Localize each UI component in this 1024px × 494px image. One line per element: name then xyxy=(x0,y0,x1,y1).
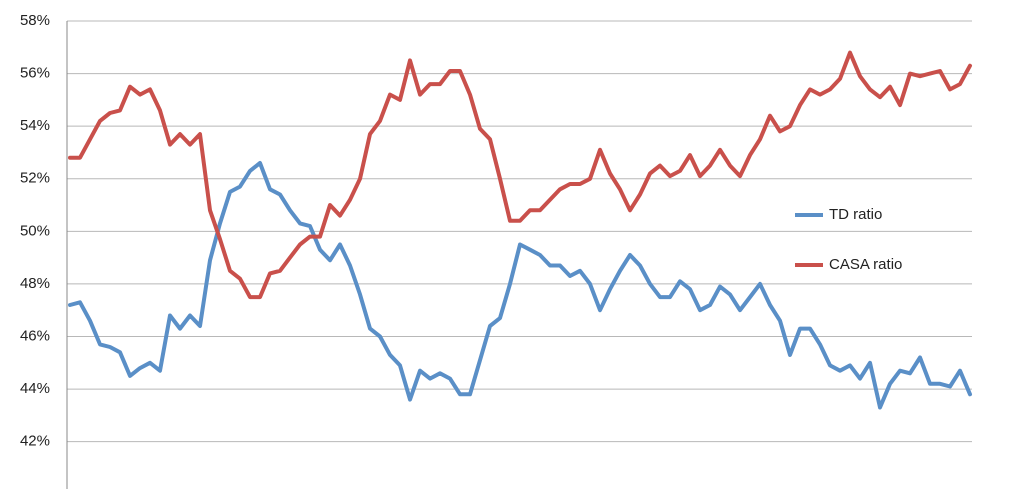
y-tick-label: 44% xyxy=(20,380,50,397)
y-tick-label: 56% xyxy=(20,65,50,82)
y-tick-label: 58% xyxy=(20,12,50,29)
y-tick-label: 48% xyxy=(20,275,50,292)
y-tick-label: 54% xyxy=(20,117,50,134)
y-tick-label: 50% xyxy=(20,222,50,239)
line-series xyxy=(68,161,972,410)
legend-label: CASA ratio xyxy=(829,256,902,273)
y-tick-label: 42% xyxy=(20,433,50,450)
legend-label: TD ratio xyxy=(829,206,882,223)
y-tick-label: 46% xyxy=(20,327,50,344)
y-tick-label: 52% xyxy=(20,170,50,187)
line-series xyxy=(68,50,972,300)
